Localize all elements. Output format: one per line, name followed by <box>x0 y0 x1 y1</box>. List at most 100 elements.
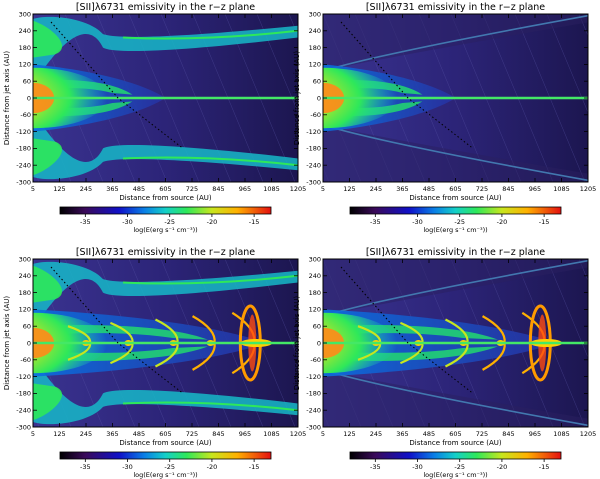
y-tick-label: -180 <box>306 145 321 153</box>
x-axis-label: Distance from source (AU) <box>409 439 501 447</box>
y-tick-label: -60 <box>20 356 31 364</box>
outer-medium <box>323 369 588 427</box>
chart-title: [SII]λ6731 emissivity in the r−z plane <box>76 247 255 258</box>
y-tick-label: -240 <box>16 162 31 170</box>
colorbar-tick-label: -35 <box>80 463 91 471</box>
y-tick-label: 240 <box>309 27 321 35</box>
x-tick-label: 1085 <box>263 185 280 193</box>
x-tick-label: 965 <box>239 430 251 438</box>
chart-title: [SII]λ6731 emissivity in the r−z plane <box>76 2 255 13</box>
y-tick-label: 0 <box>27 94 31 102</box>
outer-lobe-core <box>33 138 63 176</box>
colorbar-tick-label: -15 <box>539 463 550 471</box>
colorbar-tick-label: -30 <box>122 463 133 471</box>
colorbar-tick-label: -30 <box>412 463 423 471</box>
x-tick-label: 485 <box>423 185 435 193</box>
x-tick-label: 245 <box>80 430 92 438</box>
outer-medium <box>323 259 588 317</box>
x-tick-label: 125 <box>343 185 355 193</box>
y-tick-label: 120 <box>309 61 321 69</box>
y-tick-label: 60 <box>313 78 321 86</box>
y-tick-label: 180 <box>19 44 31 52</box>
x-tick-label: 245 <box>80 185 92 193</box>
outer-lobe <box>33 111 298 180</box>
y-tick-label: 180 <box>19 289 31 297</box>
emissivity-map <box>323 14 588 182</box>
colorbar <box>349 451 562 460</box>
x-tick-label: 845 <box>502 430 514 438</box>
x-tick-label: 1205 <box>580 430 597 438</box>
dotted-contour <box>340 266 474 394</box>
y-tick-label: -240 <box>16 407 31 415</box>
colorbar-tick-label: -25 <box>454 218 465 226</box>
y-tick-label: 180 <box>309 44 321 52</box>
x-tick-label: 245 <box>370 430 382 438</box>
y-tick-label: 300 <box>19 10 31 18</box>
outer-lobe-core <box>33 20 63 58</box>
y-tick-label: 300 <box>309 10 321 18</box>
colorbar-label: log(E(erg s⁻¹ cm⁻³)) <box>423 226 487 234</box>
colorbar-tick-label: -20 <box>207 463 218 471</box>
x-tick-label: 5 <box>31 185 35 193</box>
x-tick-label: 605 <box>159 185 171 193</box>
colorbar-tick-label: -20 <box>497 218 508 226</box>
x-tick-label: 1085 <box>553 185 570 193</box>
y-tick-label: 300 <box>19 255 31 263</box>
x-tick-label: 125 <box>343 430 355 438</box>
y-tick-label: -240 <box>306 162 321 170</box>
colorbar-tick-label: -30 <box>412 218 423 226</box>
y-tick-label: 60 <box>313 323 321 331</box>
outer-lobe-edge <box>122 401 298 412</box>
outer-lobe-core <box>33 383 63 421</box>
y-tick-label: 0 <box>27 339 31 347</box>
x-tick-label: 1205 <box>290 185 307 193</box>
x-tick-label: 605 <box>449 185 461 193</box>
colorbar-tick-label: -35 <box>370 218 381 226</box>
y-tick-label: -300 <box>306 178 321 186</box>
outer-lobe-edge <box>122 156 298 167</box>
colorbar <box>349 206 562 215</box>
colorbar-tick-label: -35 <box>370 463 381 471</box>
x-tick-label: 1085 <box>553 430 570 438</box>
chart-panel-3: [SII]λ6731 emissivity in the r−z plane 5 1… <box>3 247 306 479</box>
x-tick-label: 245 <box>370 185 382 193</box>
y-tick-label: -300 <box>306 423 321 431</box>
y-tick-label: 60 <box>23 323 31 331</box>
x-axis-label: Distance from source (AU) <box>409 194 501 202</box>
x-tick-label: 5 <box>31 430 35 438</box>
y-tick-label: 120 <box>309 306 321 314</box>
dotted-contour <box>50 266 184 394</box>
colorbar-tick-label: -25 <box>454 463 465 471</box>
y-axis-label: Distance from jet axis (AU) <box>293 51 301 145</box>
colorbar <box>59 451 272 460</box>
x-tick-label: 1205 <box>580 185 597 193</box>
x-tick-label: 965 <box>239 185 251 193</box>
y-tick-label: -60 <box>310 111 321 119</box>
outer-lobe <box>33 356 298 425</box>
y-tick-label: 240 <box>19 27 31 35</box>
chart-panel-1: [SII]λ6731 emissivity in the r−z plane 5 1… <box>3 2 307 234</box>
x-tick-label: 365 <box>396 185 408 193</box>
colorbar-tick-label: -15 <box>249 218 260 226</box>
y-tick-label: -120 <box>306 373 321 381</box>
colorbar-tick-label: -25 <box>164 218 175 226</box>
y-tick-label: -180 <box>16 145 31 153</box>
x-axis-label: Distance from source (AU) <box>119 194 211 202</box>
chart-title: [SII]λ6731 emissivity in the r−z plane <box>366 247 545 258</box>
dotted-contour <box>340 21 474 149</box>
x-tick-label: 965 <box>529 185 541 193</box>
x-tick-label: 725 <box>186 185 198 193</box>
y-tick-label: 120 <box>19 306 31 314</box>
colorbar <box>59 206 272 215</box>
x-tick-label: 485 <box>133 430 145 438</box>
y-tick-label: 240 <box>309 272 321 280</box>
y-tick-label: -300 <box>16 423 31 431</box>
outer-medium <box>323 124 588 182</box>
dotted-contour <box>50 21 184 149</box>
x-tick-label: 605 <box>449 430 461 438</box>
x-tick-label: 725 <box>186 430 198 438</box>
x-tick-label: 365 <box>106 185 118 193</box>
y-tick-label: 0 <box>317 94 321 102</box>
x-axis-label: Distance from source (AU) <box>119 439 211 447</box>
